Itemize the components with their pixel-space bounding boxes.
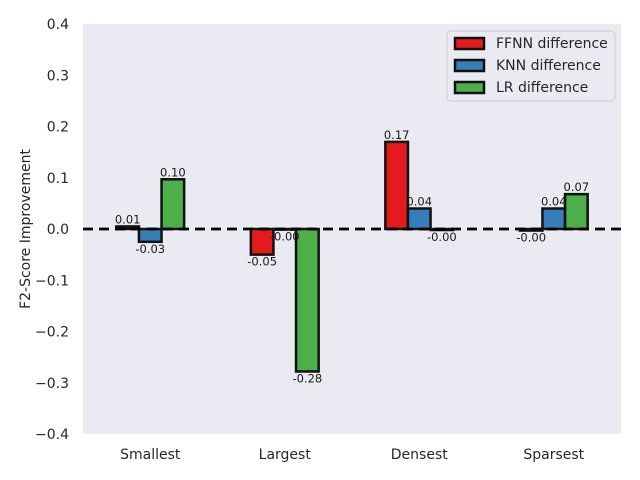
data-label: 0.04 (541, 195, 567, 209)
bars (115, 140, 589, 373)
legend-label: LR difference (496, 80, 588, 96)
data-labels: 0.01 -0.03 0.10 -0.05 -0.00 -0.28 0.17 0.04 -0.0… (115, 128, 589, 386)
bar (406, 207, 432, 231)
y-tick-label: −0.1 (35, 273, 69, 289)
data-label: 0.10 (160, 165, 186, 179)
legend-frame (446, 30, 616, 102)
data-label: -0.03 (135, 242, 165, 256)
y-tick-label: 0.3 (47, 68, 69, 84)
x-axis: Smallest Largest Densest Sparsest (120, 447, 585, 463)
x-tick-label: Smallest (120, 447, 181, 463)
y-tick-label: 0.1 (47, 171, 69, 187)
bar (294, 227, 320, 373)
data-label: 0.07 (564, 180, 590, 194)
y-tick-label: 0.0 (47, 222, 69, 238)
y-tick-label: −0.4 (35, 427, 69, 443)
bar (541, 207, 567, 231)
data-label: -0.00 (516, 231, 546, 245)
y-axis: 0.4 0.3 0.2 0.1 0.0 −0.1 −0.2 −0.3 −0.4 (35, 17, 69, 443)
legend-label: KNN difference (496, 58, 601, 74)
data-label: -0.00 (427, 230, 457, 244)
bar (563, 192, 589, 231)
data-label: -0.05 (247, 255, 277, 269)
y-tick-label: 0.2 (47, 120, 69, 136)
x-tick-label: Densest (391, 447, 448, 463)
x-tick-label: Sparsest (523, 447, 584, 463)
data-label: -0.00 (270, 230, 300, 244)
bar (384, 140, 410, 231)
y-tick-label: 0.4 (47, 17, 69, 33)
x-tick-label: Largest (259, 447, 312, 463)
y-tick-label: −0.3 (35, 376, 69, 392)
y-axis-label: F2-Score Improvement (18, 149, 34, 309)
legend-swatch (453, 36, 486, 51)
data-label: -0.28 (292, 371, 322, 385)
data-label: 0.17 (384, 128, 410, 142)
bar (160, 178, 186, 231)
data-label: 0.04 (406, 195, 432, 209)
y-tick-label: −0.2 (35, 325, 69, 341)
legend-swatch (453, 58, 486, 73)
legend-label: FFNN difference (496, 36, 608, 52)
bar (137, 227, 163, 244)
legend-swatch (453, 80, 486, 95)
legend: FFNN difference KNN difference LR differen… (446, 30, 616, 102)
data-label: 0.01 (115, 212, 141, 226)
